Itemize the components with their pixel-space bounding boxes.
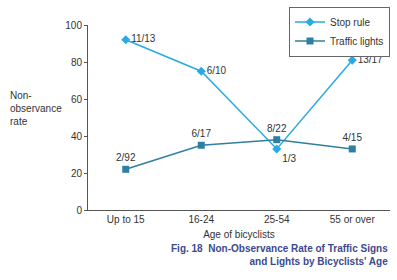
svg-text:Stop rule: Stop rule — [330, 17, 370, 28]
svg-text:100: 100 — [65, 20, 82, 31]
svg-text:1/3: 1/3 — [282, 153, 296, 164]
svg-text:Up to 15: Up to 15 — [107, 214, 145, 225]
svg-text:11/13: 11/13 — [131, 33, 156, 44]
svg-text:Fig. 18 Non-Observance Rate o: Fig. 18 Non-Observance Rate of Traffic S… — [171, 243, 388, 267]
svg-text:8/22: 8/22 — [267, 123, 287, 134]
svg-text:80: 80 — [71, 57, 83, 68]
svg-text:Traffic lights: Traffic lights — [330, 36, 383, 47]
svg-text:40: 40 — [71, 131, 83, 142]
svg-text:13/17: 13/17 — [357, 53, 383, 65]
svg-text:Age of bicyclists: Age of bicyclists — [203, 229, 275, 240]
svg-text:4/15: 4/15 — [343, 132, 363, 143]
svg-text:60: 60 — [71, 94, 83, 105]
svg-text:2/92: 2/92 — [116, 152, 136, 163]
svg-text:Non-observancerate: Non-observancerate — [10, 90, 62, 127]
svg-text:16-24: 16-24 — [188, 214, 214, 225]
svg-text:25-54: 25-54 — [264, 214, 290, 225]
svg-text:55 or over: 55 or over — [330, 214, 376, 225]
svg-text:0: 0 — [76, 205, 82, 216]
svg-text:20: 20 — [71, 168, 83, 179]
svg-text:6/17: 6/17 — [192, 128, 212, 139]
svg-text:6/10: 6/10 — [207, 65, 227, 76]
